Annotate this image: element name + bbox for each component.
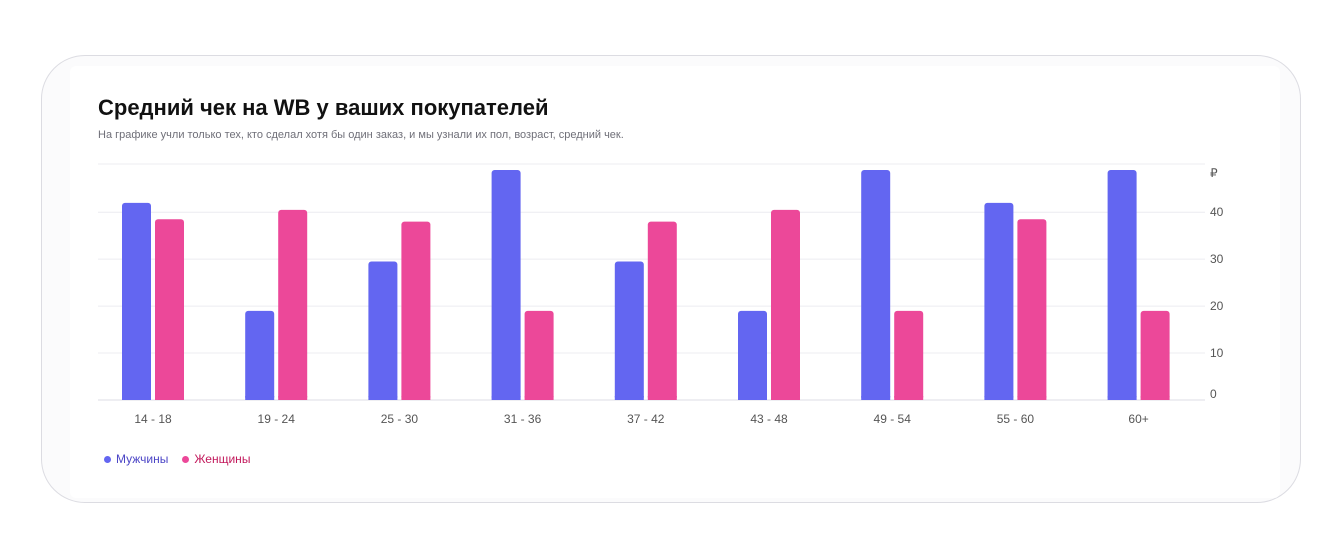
bar-men [1107,170,1137,400]
chart-legend: Мужчины Женщины [104,452,250,466]
y-tick-label: 20 [1210,299,1224,313]
y-tick-label: 10 [1210,346,1224,360]
x-tick-label: 60+ [1128,412,1148,426]
bar-women-base [894,396,924,400]
bar-women-base [771,396,800,400]
bar-men [245,310,275,400]
x-tick-label: 25 - 30 [381,412,419,426]
bar-women-base [1017,396,1047,400]
bar-men [491,170,521,400]
bar-women [894,310,924,400]
bar-men-base [614,396,644,400]
bar-women [155,219,184,400]
bar-women [1017,219,1047,400]
legend-item-men[interactable]: Мужчины [104,452,168,466]
legend-dot-women [182,455,190,463]
x-tick-label: 19 - 24 [258,412,296,426]
bar-men-base [984,396,1014,400]
bar-men [861,170,891,400]
bar-men-base [861,396,891,400]
bar-women-base [278,396,308,400]
y-tick-label: 30 [1210,252,1224,266]
legend-item-women[interactable]: Женщины [182,452,250,466]
bar-men [122,202,151,400]
x-tick-label: 37 - 42 [627,412,665,426]
bar-men-base [1107,396,1137,400]
bar-men-base [245,396,275,400]
bar-women [1140,310,1170,400]
y-tick-label: 40 [1210,205,1224,219]
bar-men-base [491,396,521,400]
bar-men [738,310,767,400]
bar-women-base [155,396,184,400]
bar-women-base [401,396,431,400]
y-tick-label: 0 [1210,387,1217,401]
bar-women-base [524,396,554,400]
legend-dot-men [104,455,111,463]
x-tick-label: 14 - 18 [134,412,172,426]
bar-women-base [1140,396,1170,400]
bar-women [278,209,308,400]
x-tick-label: 31 - 36 [504,412,542,426]
bar-men [368,261,398,400]
bar-women-base [647,396,677,400]
bar-men-base [122,396,151,400]
bar-men [614,261,644,400]
y-axis-unit-label: ₽ [1210,166,1218,180]
bar-men-base [738,396,767,400]
legend-label-men: Мужчины [116,452,169,466]
bar-women [771,209,800,400]
legend-label-women: Женщины [194,452,251,466]
bar-men [984,202,1014,400]
x-tick-label: 55 - 60 [997,412,1035,426]
bar-men-base [368,396,398,400]
chart-subtitle: На графике учли только тех, кто сделал х… [98,129,624,141]
bar-women [524,310,554,400]
chart-title: Средний чек на WB у ваших покупателей [98,95,549,120]
x-tick-label: 49 - 54 [874,412,912,426]
x-tick-label: 43 - 48 [750,412,788,426]
bar-women [647,221,677,400]
bar-women [401,221,431,400]
